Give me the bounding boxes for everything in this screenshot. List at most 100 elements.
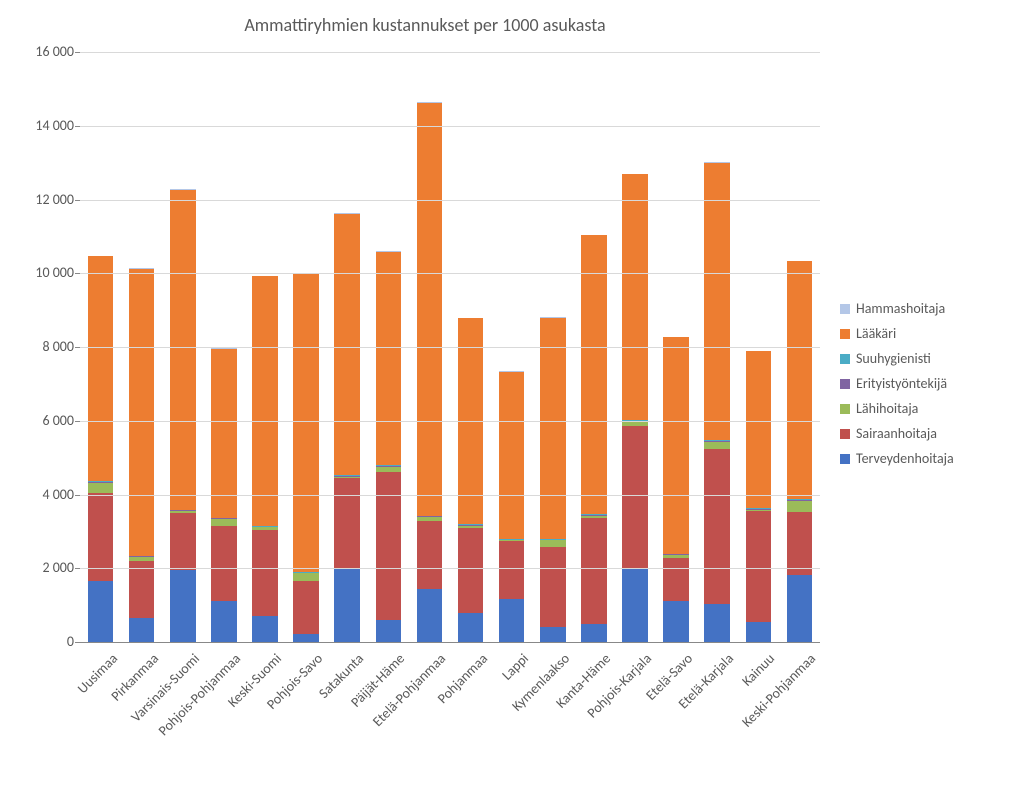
gridline	[80, 52, 820, 53]
bar-segment	[787, 261, 812, 499]
legend-swatch	[840, 429, 850, 439]
legend-swatch	[840, 304, 850, 314]
bar-segment	[663, 337, 688, 553]
bar-segment	[663, 558, 688, 601]
bar-segment	[540, 547, 565, 627]
bar-segment	[622, 568, 647, 642]
bar-segment	[540, 318, 565, 539]
bar-segment	[746, 511, 771, 622]
bar-segment	[88, 483, 113, 493]
bar-segment	[417, 521, 442, 590]
bar-group	[293, 273, 318, 642]
bar-group	[581, 235, 606, 642]
bar-segment	[458, 528, 483, 613]
bar-segment	[211, 601, 236, 642]
y-axis-label: 10 000	[14, 264, 74, 281]
y-tick	[75, 642, 80, 643]
bar-group	[129, 268, 154, 642]
legend-item: Lääkäri	[840, 325, 954, 342]
y-axis-label: 6 000	[14, 412, 74, 429]
bar-group	[376, 251, 401, 642]
bar-group	[252, 276, 277, 642]
bar-segment	[704, 449, 729, 604]
bar-segment	[704, 163, 729, 441]
plot-area	[80, 52, 820, 643]
bar-segment	[581, 235, 606, 514]
y-axis-label: 8 000	[14, 338, 74, 355]
y-tick	[75, 273, 80, 274]
y-axis-label: 2 000	[14, 559, 74, 576]
bar-segment	[252, 530, 277, 617]
y-tick	[75, 126, 80, 127]
bar-segment	[170, 190, 195, 510]
bar-segment	[129, 618, 154, 642]
legend-item: Terveydenhoitaja	[840, 450, 954, 467]
bar-segment	[787, 501, 812, 512]
bar-group	[499, 371, 524, 642]
y-tick	[75, 52, 80, 53]
bar-group	[417, 102, 442, 642]
bar-chart: Ammattiryhmien kustannukset per 1000 asu…	[0, 0, 1024, 785]
bar-segment	[746, 351, 771, 508]
bar-segment	[417, 589, 442, 642]
legend-item: Suuhygienisti	[840, 350, 954, 367]
bar-segment	[211, 349, 236, 518]
y-tick	[75, 568, 80, 569]
bar-segment	[211, 519, 236, 526]
legend-label: Sairaanhoitaja	[856, 425, 937, 442]
bar-segment	[499, 599, 524, 643]
bar-segment	[581, 518, 606, 624]
y-axis-label: 12 000	[14, 191, 74, 208]
gridline	[80, 421, 820, 422]
y-axis-label: 4 000	[14, 486, 74, 503]
gridline	[80, 126, 820, 127]
bar-segment	[458, 613, 483, 643]
bar-segment	[170, 513, 195, 570]
bar-segment	[129, 561, 154, 618]
bar-group	[170, 189, 195, 642]
bar-segment	[334, 569, 359, 642]
bar-segment	[252, 276, 277, 526]
bar-group	[704, 162, 729, 642]
bar-segment	[129, 269, 154, 556]
y-tick	[75, 421, 80, 422]
bar-segment	[417, 103, 442, 516]
bar-segment	[499, 541, 524, 598]
bar-segment	[663, 601, 688, 642]
bar-group	[622, 174, 647, 642]
bar-group	[334, 213, 359, 642]
legend-swatch	[840, 379, 850, 389]
bar-segment	[293, 573, 318, 580]
legend-item: Hammashoitaja	[840, 300, 954, 317]
bar-segment	[704, 442, 729, 449]
legend-swatch	[840, 404, 850, 414]
legend-swatch	[840, 329, 850, 339]
bar-segment	[334, 214, 359, 476]
legend-label: Erityistyöntekijä	[856, 375, 947, 392]
bar-group	[458, 318, 483, 642]
bar-segment	[540, 627, 565, 642]
legend-label: Suuhygienisti	[856, 350, 931, 367]
gridline	[80, 495, 820, 496]
bar-group	[787, 261, 812, 642]
legend-swatch	[840, 454, 850, 464]
legend-label: Hammashoitaja	[856, 300, 945, 317]
bar-segment	[746, 622, 771, 642]
bar-segment	[293, 581, 318, 634]
bar-segment	[376, 252, 401, 466]
bar-segment	[252, 616, 277, 642]
legend-label: Terveydenhoitaja	[856, 450, 954, 467]
bar-group	[540, 317, 565, 642]
bar-segment	[622, 426, 647, 569]
y-tick	[75, 495, 80, 496]
legend: Hammashoitaja Lääkäri Suuhygienisti Erityis…	[840, 300, 954, 475]
chart-title: Ammattiryhmien kustannukset per 1000 asu…	[0, 14, 850, 36]
bar-group	[746, 351, 771, 642]
bar-segment	[499, 372, 524, 539]
bar-segment	[170, 570, 195, 642]
legend-swatch	[840, 354, 850, 364]
y-axis-label: 0	[14, 633, 74, 650]
legend-label: Lääkäri	[856, 325, 896, 342]
bar-segment	[787, 575, 812, 642]
legend-item: Erityistyöntekijä	[840, 375, 954, 392]
